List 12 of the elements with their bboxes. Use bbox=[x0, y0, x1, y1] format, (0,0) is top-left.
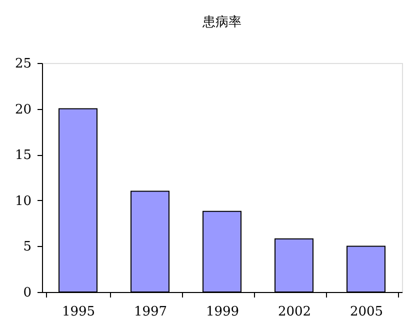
y-tick-label: 20 bbox=[14, 102, 32, 118]
y-tick-label: 5 bbox=[23, 240, 32, 255]
x-tick-label: 2005 bbox=[350, 304, 384, 320]
y-tick-label: 0 bbox=[23, 286, 32, 300]
chart-title: 患病率 bbox=[202, 14, 242, 30]
x-tick-label: 2002 bbox=[278, 304, 312, 320]
y-tick-label: 10 bbox=[14, 194, 32, 209]
y-tick-label: 15 bbox=[14, 148, 32, 164]
y-tick-label: 25 bbox=[14, 56, 32, 72]
x-tick-label: 1997 bbox=[134, 304, 168, 320]
x-tick-label: 1999 bbox=[206, 304, 240, 320]
x-tick-label: 1995 bbox=[62, 304, 96, 320]
